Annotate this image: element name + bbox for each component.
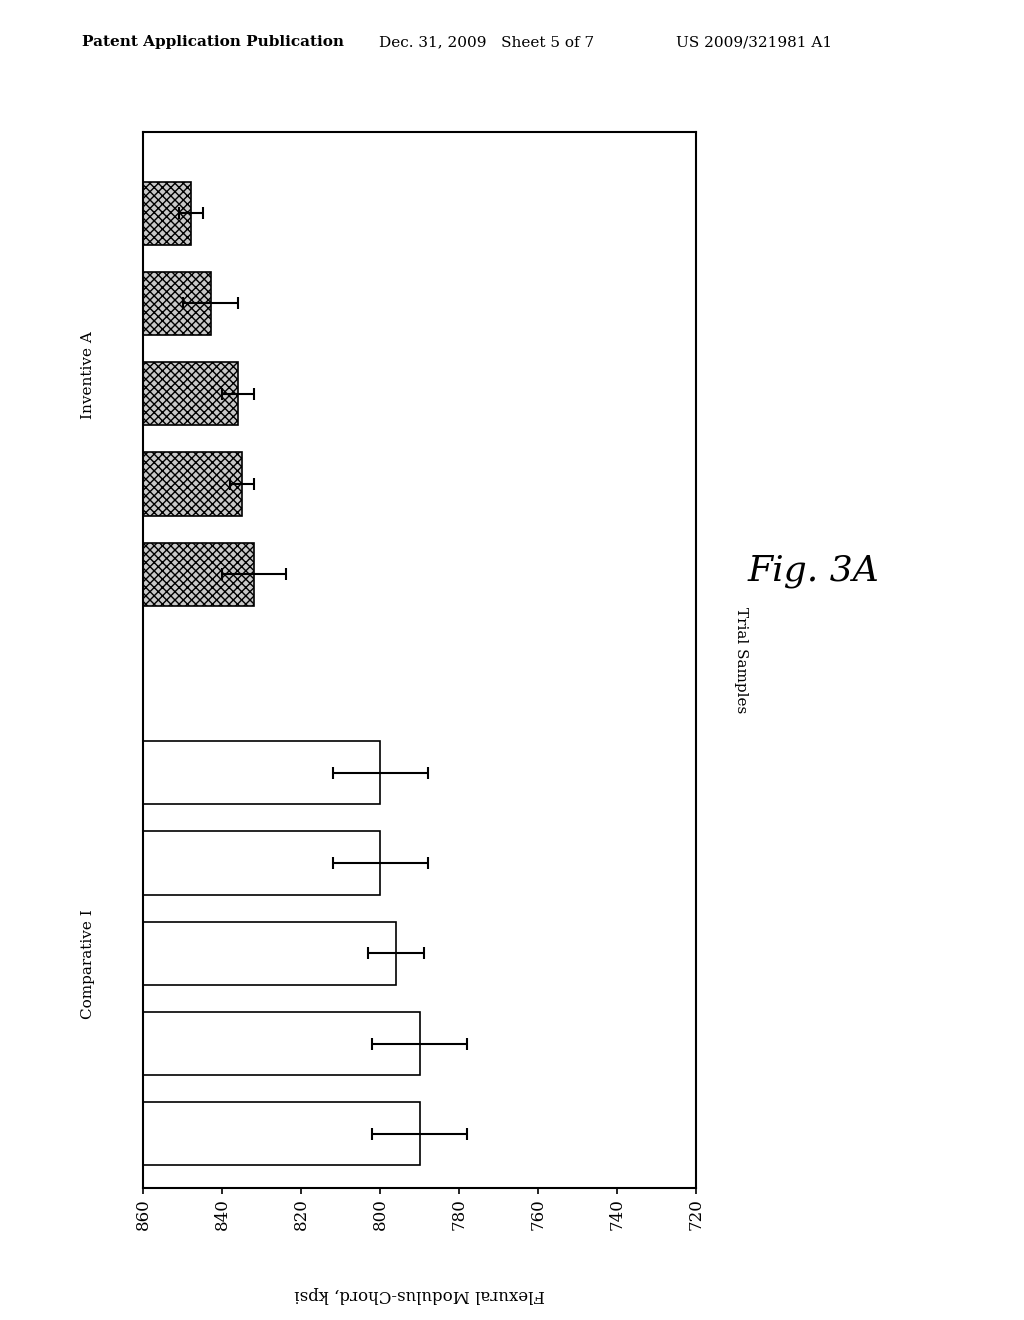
Text: US 2009/321981 A1: US 2009/321981 A1: [676, 36, 831, 49]
Bar: [143, 272, 211, 335]
Bar: [143, 362, 239, 425]
Bar: [143, 543, 254, 606]
Bar: [143, 742, 380, 804]
Bar: [143, 921, 396, 985]
Bar: [143, 453, 242, 516]
Bar: [143, 832, 380, 895]
Text: Inventive A: Inventive A: [81, 330, 95, 418]
Bar: [143, 1012, 420, 1076]
Text: Comparative I: Comparative I: [81, 909, 95, 1019]
Bar: [143, 182, 190, 244]
Text: Fig. 3A: Fig. 3A: [748, 554, 880, 589]
Text: Dec. 31, 2009   Sheet 5 of 7: Dec. 31, 2009 Sheet 5 of 7: [379, 36, 594, 49]
Text: Patent Application Publication: Patent Application Publication: [82, 36, 344, 49]
Bar: [143, 1102, 420, 1166]
Text: Trial Samples: Trial Samples: [733, 607, 748, 713]
X-axis label: Flexural Modulus-Chord, kpsi: Flexural Modulus-Chord, kpsi: [295, 1286, 545, 1303]
